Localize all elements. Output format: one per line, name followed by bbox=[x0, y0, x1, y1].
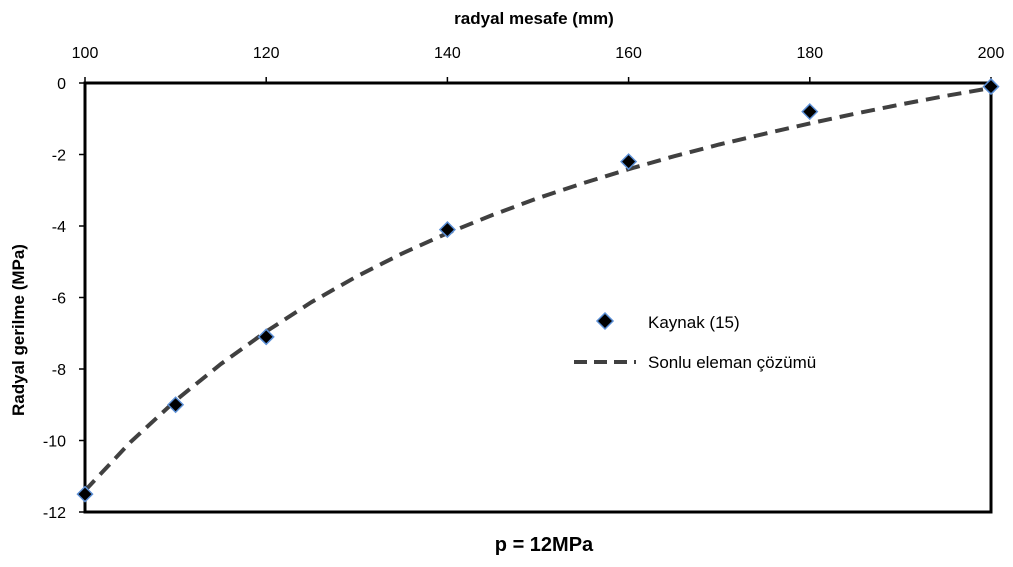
y-axis-ticks: 0 -2 -4 -6 -8 -10 -12 bbox=[43, 76, 85, 522]
source-points-series bbox=[76, 78, 1000, 503]
y-tick-label: -10 bbox=[43, 434, 66, 451]
data-point-diamond bbox=[167, 396, 185, 414]
data-point-diamond bbox=[438, 221, 456, 239]
y-tick-label: 0 bbox=[57, 76, 66, 93]
x-tick-label: 120 bbox=[253, 45, 280, 62]
x-axis-title: radyal mesafe (mm) bbox=[454, 9, 614, 28]
fem-dashed-line bbox=[83, 86, 992, 492]
x-tick-label: 140 bbox=[434, 45, 461, 62]
x-tick-label: 200 bbox=[978, 45, 1005, 62]
y-tick-label: -12 bbox=[43, 505, 66, 522]
legend-label-fem: Sonlu eleman çözümü bbox=[648, 353, 816, 372]
x-tick-label: 160 bbox=[615, 45, 642, 62]
data-point-diamond bbox=[801, 103, 819, 121]
y-tick-label: -2 bbox=[52, 148, 66, 165]
y-axis-title: Radyal gerilme (MPa) bbox=[9, 244, 28, 416]
data-point-diamond bbox=[76, 485, 94, 503]
y-tick-label: -6 bbox=[52, 291, 66, 308]
legend: Kaynak (15) Sonlu eleman çözümü bbox=[574, 311, 816, 372]
legend-marker-diamond bbox=[595, 311, 615, 331]
x-tick-label: 100 bbox=[72, 45, 99, 62]
y-tick-label: -4 bbox=[52, 219, 66, 236]
data-point-diamond bbox=[982, 78, 1000, 96]
x-tick-label: 180 bbox=[796, 45, 823, 62]
legend-label-source: Kaynak (15) bbox=[648, 313, 740, 332]
y-tick-label: -8 bbox=[52, 362, 66, 379]
x-axis-ticks: 100 120 140 160 180 200 bbox=[72, 45, 1005, 83]
fem-line-series bbox=[83, 86, 992, 492]
data-point-diamond bbox=[620, 153, 638, 171]
data-point-diamond bbox=[257, 328, 275, 346]
chart-caption: p = 12MPa bbox=[495, 534, 594, 556]
plot-area bbox=[83, 81, 993, 514]
